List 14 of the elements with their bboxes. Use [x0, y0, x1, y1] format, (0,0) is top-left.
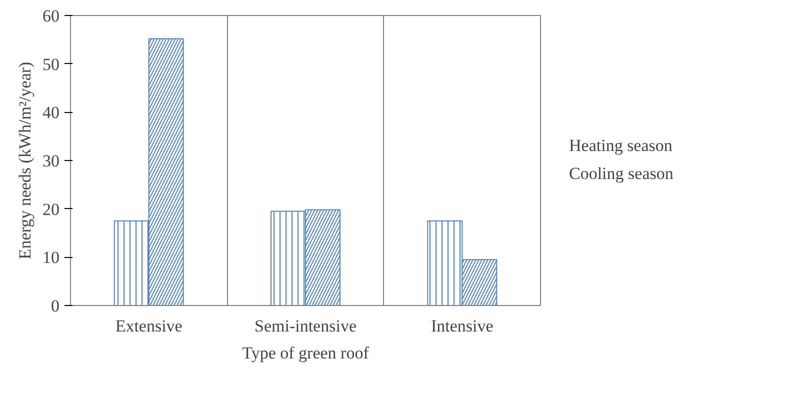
y-tick-label: 40: [42, 103, 60, 122]
y-axis-title: Energy needs (kWh/m²/year): [16, 62, 34, 260]
x-axis-title: Type of green roof: [242, 344, 370, 362]
y-tick-label: 20: [42, 200, 60, 219]
text: Heating season: [569, 136, 672, 156]
y-tick-label: 60: [42, 6, 60, 26]
y-tick-label: 10: [42, 248, 60, 268]
text: Cooling season: [569, 164, 674, 184]
y-tick-label: 50: [42, 54, 60, 74]
y-tick-label: 0: [51, 296, 60, 316]
x-tick-label: Intensive: [431, 316, 494, 336]
x-tick-label: Semi-intensive: [254, 316, 356, 336]
x-tick-label: Extensive: [115, 316, 182, 336]
y-tick-label: 30: [42, 152, 60, 170]
